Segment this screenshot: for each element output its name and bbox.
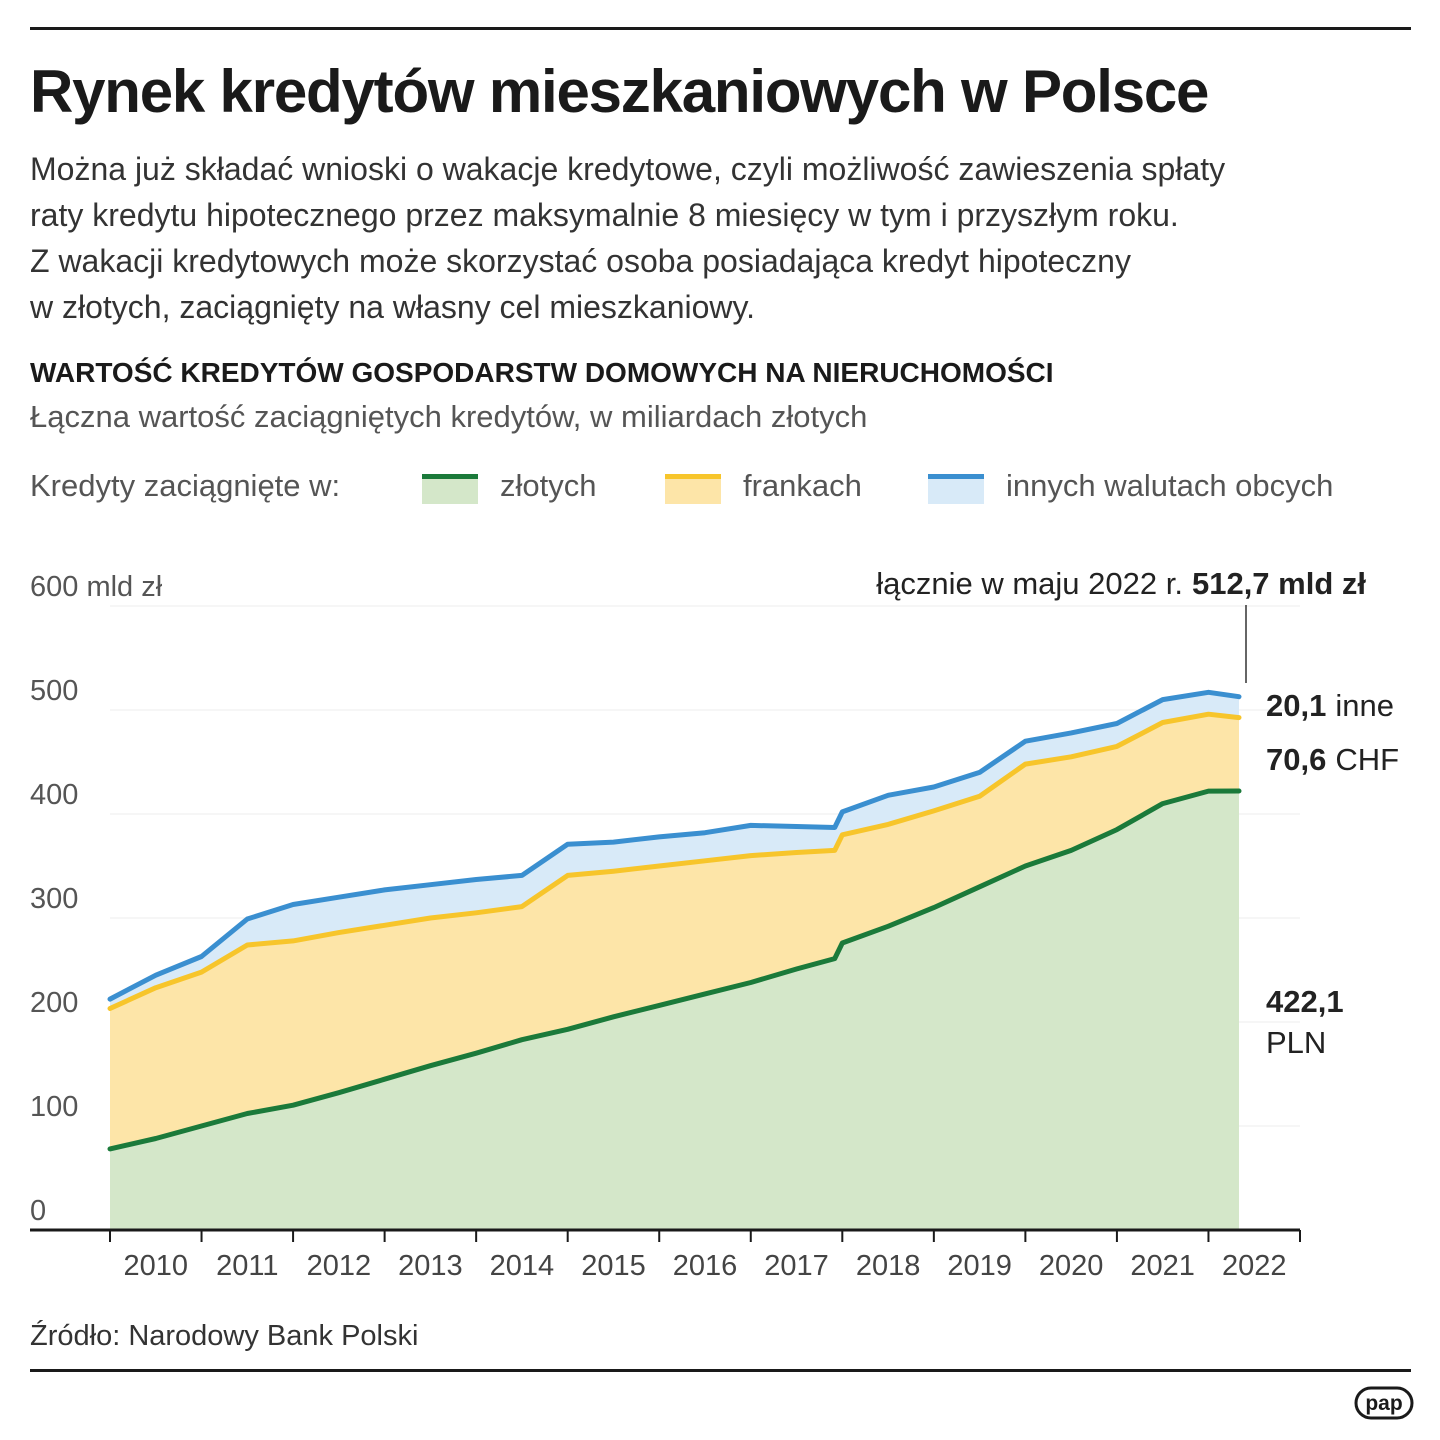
intro-line: Z wakacji kredytowych może skorzystać os… [30,243,1131,279]
area-innych-walutach-obcych [110,692,1239,1009]
legend-swatch-chf [665,474,721,504]
x-tick-label: 2020 [1039,1250,1104,1282]
total-annotation: łącznie w maju 2022 r. 512,7 mld zł [876,566,1366,601]
bottom-rule [30,1369,1411,1372]
other-unit: inne [1335,688,1394,723]
top-rule [30,27,1411,30]
pln-unit: PLN [1266,1025,1326,1060]
series-areas [110,692,1239,1230]
pap-logo: pap [1354,1386,1414,1420]
other-value: 20,1 [1266,688,1326,723]
x-tick-label: 2018 [856,1250,921,1282]
line-złotych [107,788,1242,1152]
x-tick-label: 2015 [581,1250,646,1282]
x-tick-label: 2019 [947,1250,1012,1282]
x-tick-label: 2021 [1130,1250,1195,1282]
y-tick-label: 500 [30,675,78,707]
other-annotation: 20,1 inne [1266,688,1394,723]
y-tick-label: 200 [30,987,78,1019]
legend: Kredyty zaciągnięte w: złotych frankach … [30,466,1420,512]
legend-label-other: innych walutach obcych [1006,468,1334,503]
chf-value: 70,6 [1266,742,1326,777]
x-tick-label: 2011 [216,1250,278,1282]
y-axis-ticks: 0 100 200 300 400 500 600 mld zł [30,571,163,1227]
logo-text: pap [1365,1392,1402,1415]
x-tick-label: 2010 [124,1250,189,1282]
x-tick-label: 2022 [1222,1250,1287,1282]
chart-title: WARTOŚĆ KREDYTÓW GOSPODARSTW DOMOWYCH NA… [30,357,1054,388]
y-tick-label: 0 [30,1195,46,1227]
pln-value: 422,1 [1266,984,1344,1019]
total-prefix: łącznie w maju 2022 r. [876,566,1183,601]
page-title: Rynek kredytów mieszkaniowych w Polsce [30,58,1209,125]
x-tick-label: 2017 [764,1250,829,1282]
intro-line: Można już składać wnioski o wakacje kred… [30,151,1226,187]
y-tick-label: 400 [30,779,78,811]
y-tick-label: 100 [30,1091,78,1123]
legend-label-pln: złotych [500,468,597,503]
area-złotych [110,791,1239,1230]
intro-line: raty kredytu hipotecznego przez maksymal… [30,197,1179,233]
y-tick-label: 300 [30,883,78,915]
line-innych-walutach-obcych [107,689,1242,1002]
x-tick-label: 2014 [490,1250,555,1282]
series-lines [107,689,1242,1152]
x-tick-label: 2016 [673,1250,738,1282]
chart-subtitle: Łączna wartość zaciągniętych kredytów, w… [30,399,868,434]
chf-annotation: 70,6 CHF [1266,742,1399,777]
total-value: 512,7 mld zł [1192,566,1366,601]
intro-text: Można już składać wnioski o wakacje kred… [30,146,1420,330]
legend-swatch-pln [422,474,478,504]
source-note: Źródło: Narodowy Bank Polski [30,1320,419,1352]
legend-swatch-other [928,474,984,504]
legend-label: Kredyty zaciągnięte w: [30,468,341,503]
legend-label-chf: frankach [743,468,862,503]
y-tick-label: 600 mld zł [30,571,163,603]
intro-line: w złotych, zaciągnięty na własny cel mie… [30,289,756,325]
line-frankach [107,711,1242,1011]
chf-unit: CHF [1335,742,1399,777]
x-axis: 2010 2011 2012 2013 2014 2015 2016 2017 2018 2019… [30,1228,1301,1282]
x-tick-label: 2013 [398,1250,463,1282]
x-tick-label: 2012 [307,1250,372,1282]
area-frankach [110,714,1239,1149]
